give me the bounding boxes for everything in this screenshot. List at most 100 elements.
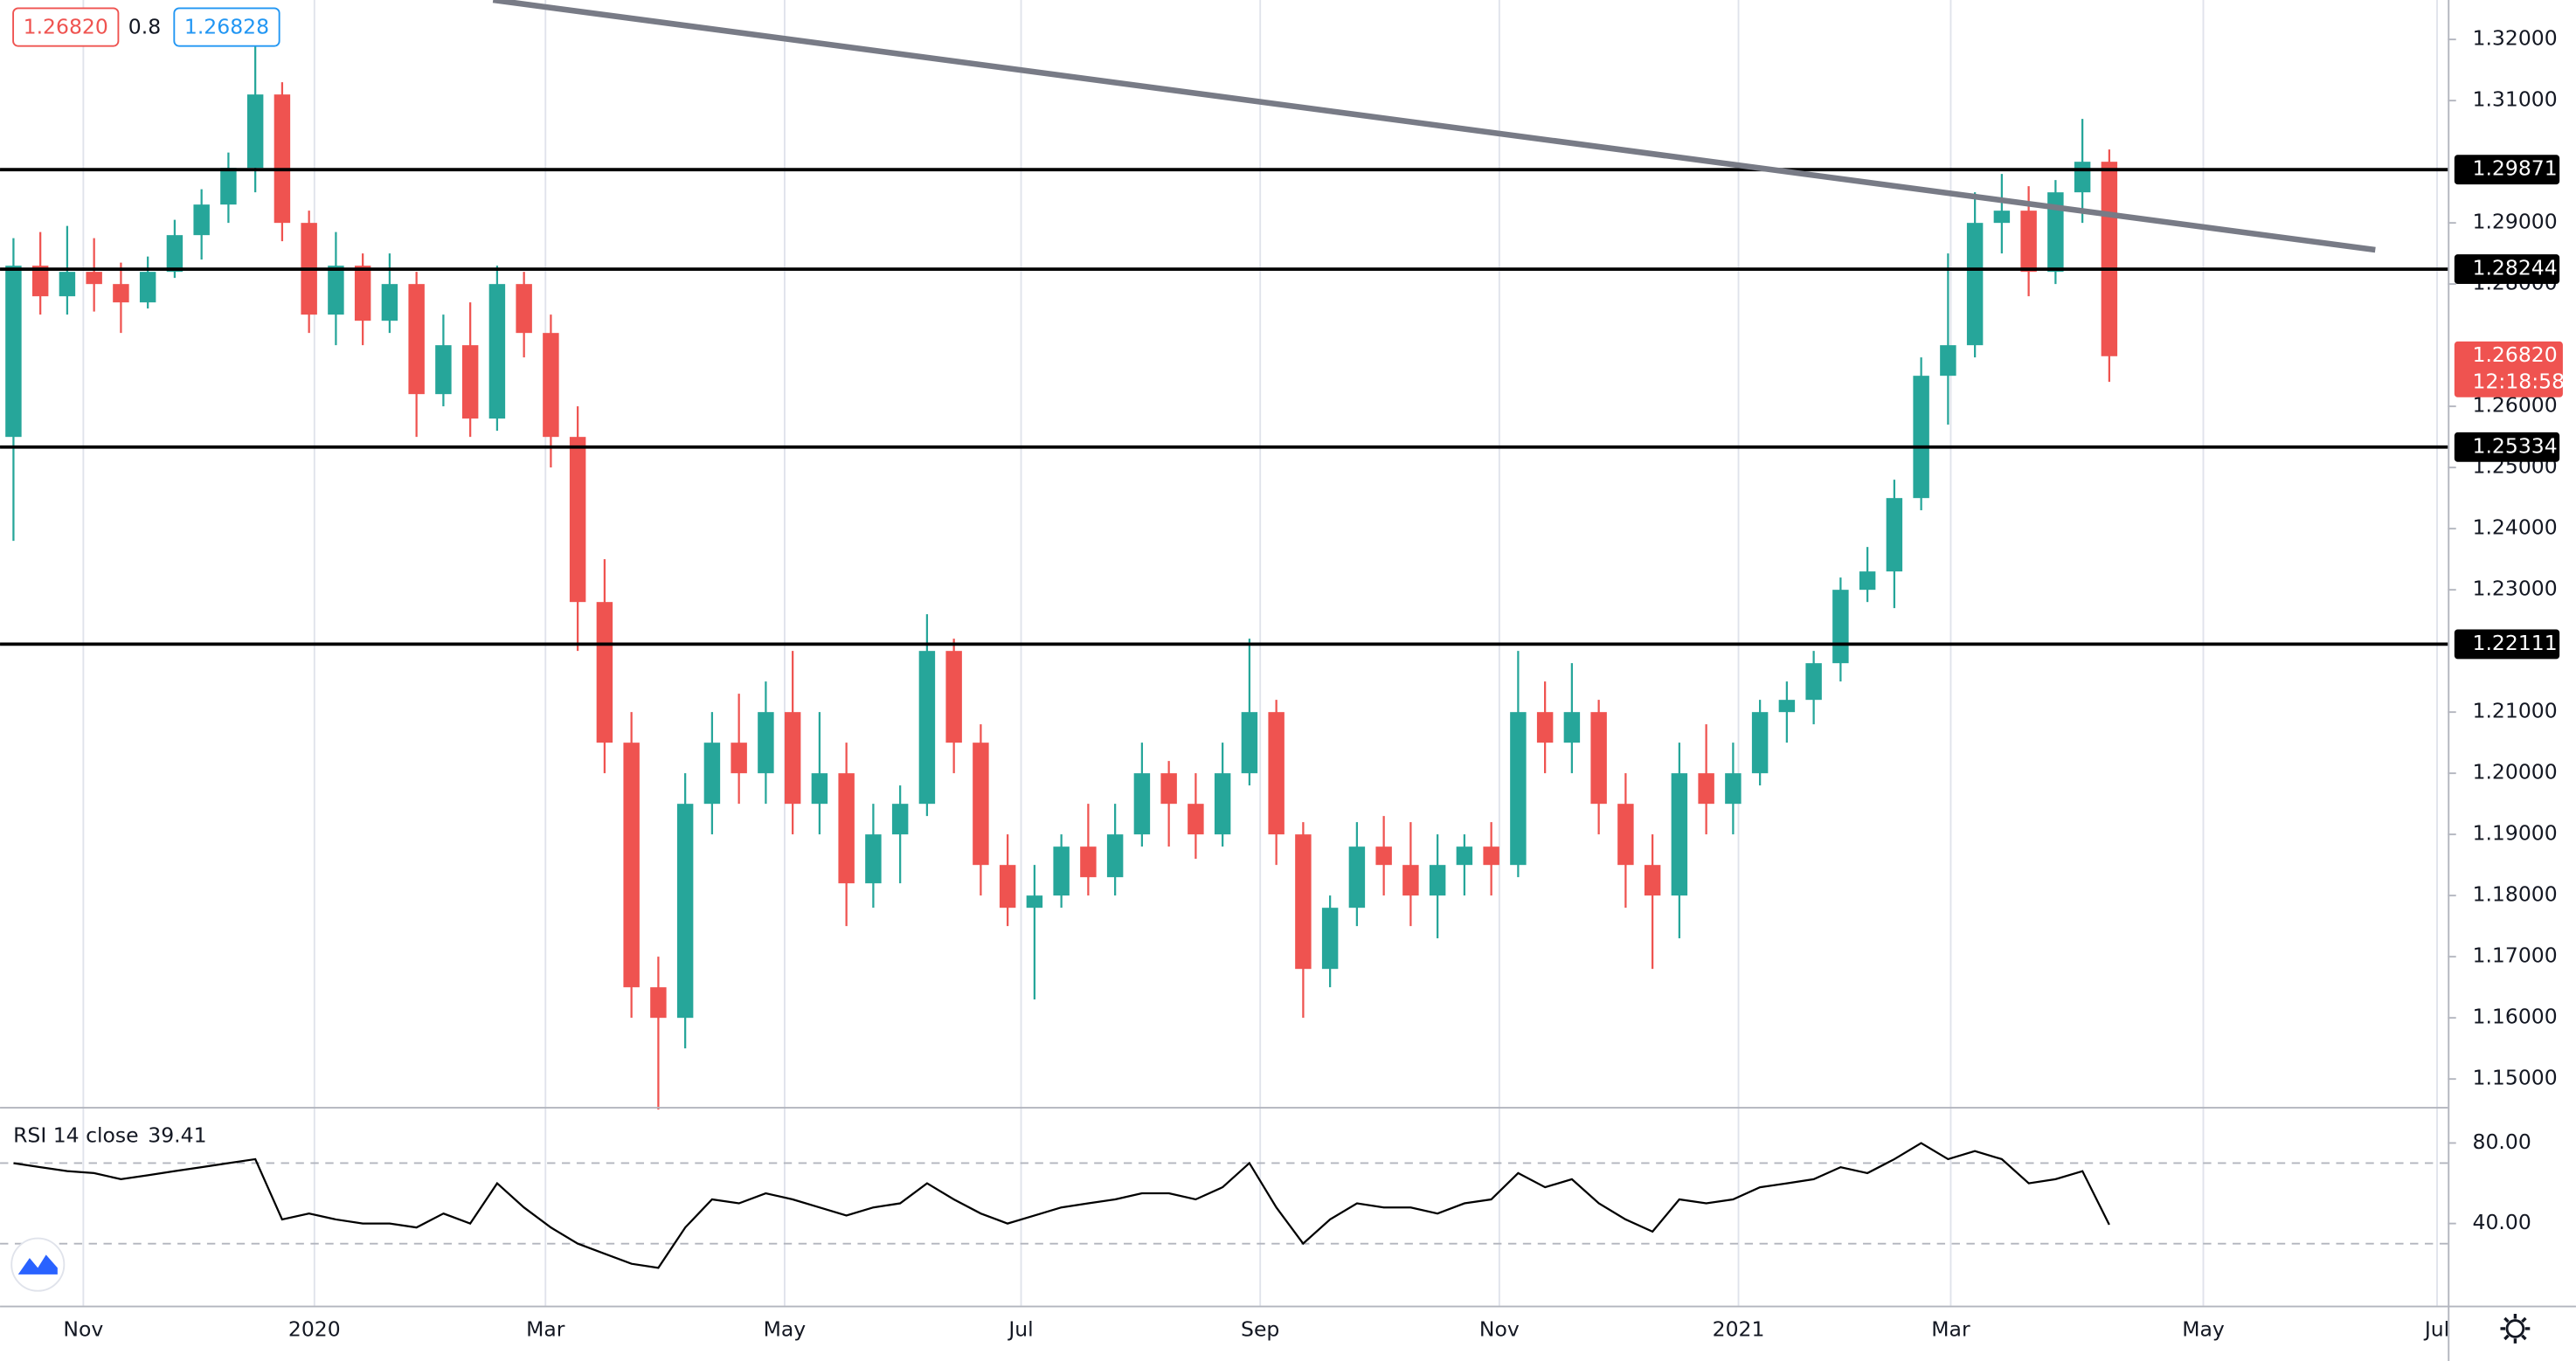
candle-body [999,865,1016,908]
candle-body [516,284,532,334]
candle-body [1321,908,1339,970]
candle-body [1456,846,1473,866]
rsi-y-tick-label: 40.00 [2473,1210,2531,1234]
candle-body [31,266,49,297]
level-label-box [2454,254,2560,284]
candle-body [973,743,989,866]
candle-body [86,272,102,285]
candle-body [1751,712,1769,774]
level-label: 1.28244 [2473,256,2558,280]
y-tick-label: 1.24000 [2473,515,2558,540]
candle-body [1080,846,1097,878]
quote-header: 1.26820 0.8 1.26828 [12,7,280,47]
candle-body [865,834,882,884]
candle-body [1886,498,1903,572]
candle-body [220,168,237,205]
candle-body [918,651,936,805]
x-tick-label: Nov [1479,1316,1520,1341]
candle-body [1698,773,1714,805]
rsi-line [13,1142,2110,1269]
candle-body [381,284,398,321]
candle-body [1778,700,1796,713]
y-tick-label: 1.16000 [2473,1005,2558,1029]
candle-body [623,743,640,988]
candle-body [1913,376,1929,499]
candle-body [1536,712,1554,743]
candle-body [1295,834,1312,970]
candle-body [193,204,210,236]
candle-body [2020,211,2037,273]
candle-body [2101,162,2118,356]
last-price-label: 1.26820 [2473,342,2558,367]
candle-body [1133,773,1151,835]
grid [0,0,2448,1306]
candle-body [1026,895,1043,908]
candle-body [1348,846,1366,908]
x-tick-label: May [764,1316,807,1341]
gear-teeth [2500,1314,2531,1344]
settings-icon[interactable] [2500,1314,2531,1344]
gear-ring [2505,1319,2525,1338]
candle-body [1402,865,1419,896]
candle-body [1375,846,1392,866]
candle-body [1832,590,1849,664]
y-tick-label: 1.20000 [2473,760,2558,784]
candle-body [543,333,559,438]
candle-body [1563,712,1581,743]
candle-body [945,651,962,743]
candle-body [1725,773,1742,805]
candle-body [1617,804,1634,866]
candle-body [59,272,76,297]
level-label: 1.25334 [2473,433,2558,458]
ask-box[interactable] [173,7,280,47]
y-tick-label: 1.18000 [2473,882,2558,907]
bid-box[interactable] [12,7,120,47]
candle-body [731,743,747,774]
candle-body [408,284,425,395]
y-tick-label: 1.15000 [2473,1066,2558,1090]
candle-body [113,284,129,303]
candle-body [1510,712,1527,866]
logo[interactable] [10,1237,66,1292]
candle-body [2074,162,2091,193]
candle-body [703,743,721,805]
candle-body [596,602,613,743]
y-tick-label: 1.19000 [2473,821,2558,846]
logo-circle[interactable] [10,1237,66,1292]
y-tick-label: 1.17000 [2473,943,2558,968]
x-tick-label: Mar [1931,1316,1970,1341]
level-label-box [2454,629,2560,660]
x-tick-label: Sep [1241,1316,1279,1341]
candle-body [1966,223,1984,346]
candle-body [1644,865,1661,896]
last-price-box [2454,341,2563,397]
x-tick-label: May [2182,1316,2225,1341]
candle-body [139,272,156,303]
level-label-box [2454,432,2560,462]
level-label: 1.29871 [2473,156,2558,181]
x-tick-label: Jul [2423,1316,2449,1341]
candle-body [1106,834,1124,878]
logo-mark [17,1254,58,1275]
candle-body [1590,712,1607,805]
candle-body [1160,773,1177,805]
candle-body [435,345,452,395]
level-label-box [2454,155,2560,185]
bid: 1.26820 [24,14,108,38]
candle-body [1805,663,1822,701]
candle-body [1214,773,1231,835]
candle-body [1268,712,1285,835]
candle-body [1993,211,2011,224]
candle-body [461,345,479,419]
candle-body [1429,865,1446,896]
candle-body [784,712,801,805]
y-tick-label: 1.21000 [2473,699,2558,723]
candle-body [891,804,909,835]
candle-body [1188,804,1204,835]
ask: 1.26828 [184,14,269,38]
candle-body [274,94,291,224]
trendline [492,0,2376,253]
candle-body [758,712,774,774]
